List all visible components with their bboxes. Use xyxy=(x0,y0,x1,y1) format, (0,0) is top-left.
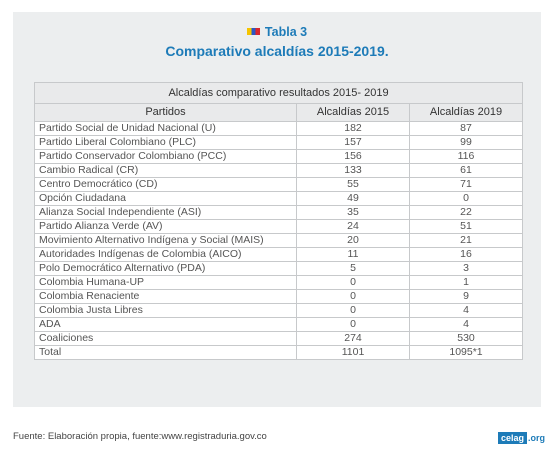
count-2019-cell: 4 xyxy=(408,317,524,332)
count-2015-cell: 24 xyxy=(296,219,410,234)
count-2019-cell: 16 xyxy=(408,247,524,262)
table-title: Comparativo alcaldías 2015-2019. xyxy=(165,43,389,59)
table-number: Tabla 3 xyxy=(264,25,308,39)
party-cell: Colombia Renaciente xyxy=(34,289,297,304)
party-cell: Centro Democrático (CD) xyxy=(34,177,297,192)
count-2019-cell: 4 xyxy=(408,303,524,318)
table-row: Partido Social de Unidad Nacional (U) 182… xyxy=(34,121,524,136)
table-header-row: Partidos Alcaldías 2015 Alcaldías 2019 xyxy=(34,103,524,122)
count-2015-cell: 49 xyxy=(296,191,410,206)
party-cell: Opción Ciudadana xyxy=(34,191,297,206)
count-2015-cell: 156 xyxy=(296,149,410,164)
colombia-flag-icon xyxy=(246,28,260,35)
party-cell: Partido Liberal Colombiano (PLC) xyxy=(34,135,297,150)
party-cell: Polo Democrático Alternativo (PDA) xyxy=(34,261,297,276)
table-row: Total 1101 1095*1 xyxy=(34,345,524,360)
table-row: Partido Conservador Colombiano (PCC) 156 1… xyxy=(34,149,524,164)
party-cell: Total xyxy=(34,345,297,360)
count-2015-cell: 1101 xyxy=(296,345,410,360)
table-row: Partido Liberal Colombiano (PLC) 157 99 xyxy=(34,135,524,150)
count-2015-cell: 157 xyxy=(296,135,410,150)
table-row: Opción Ciudadana 49 0 xyxy=(34,191,524,206)
count-2019-cell: 51 xyxy=(408,219,524,234)
count-2015-cell: 182 xyxy=(296,121,410,136)
table-row: ADA 0 4 xyxy=(34,317,524,332)
table-body: Partido Social de Unidad Nacional (U) 182… xyxy=(34,121,524,360)
table-caption: Alcaldías comparativo resultados 2015- 2… xyxy=(33,82,524,104)
count-2015-cell: 35 xyxy=(296,205,410,220)
count-2019-cell: 87 xyxy=(408,121,524,136)
count-2015-cell: 55 xyxy=(296,177,410,192)
count-2015-cell: 0 xyxy=(296,289,410,304)
table-row: Autoridades Indígenas de Colombia (AICO)… xyxy=(34,247,524,262)
results-table: Alcaldías comparativo resultados 2015- 2… xyxy=(33,82,524,360)
table-row: Cambio Radical (CR) 133 61 xyxy=(34,163,524,178)
column-header-2015: Alcaldías 2015 xyxy=(296,103,410,122)
table-row: Colombia Justa Libres 0 4 xyxy=(34,303,524,318)
party-cell: ADA xyxy=(34,317,297,332)
party-cell: Alianza Social Independiente (ASI) xyxy=(34,205,297,220)
table-row: Polo Democrático Alternativo (PDA) 5 3 xyxy=(34,261,524,276)
table-row: Partido Alianza Verde (AV) 24 51 xyxy=(34,219,524,234)
count-2019-cell: 3 xyxy=(408,261,524,276)
table-row: Colombia Humana-UP 0 1 xyxy=(34,275,524,290)
celag-logo[interactable]: celag .org xyxy=(498,431,545,444)
table-card: Tabla 3 Comparativo alcaldías 2015-2019.… xyxy=(13,12,541,407)
count-2019-cell: 22 xyxy=(408,205,524,220)
party-cell: Coaliciones xyxy=(34,331,297,346)
logo-brand: celag xyxy=(498,431,528,444)
count-2019-cell: 9 xyxy=(408,289,524,304)
count-2015-cell: 5 xyxy=(296,261,410,276)
count-2019-cell: 0 xyxy=(408,191,524,206)
count-2015-cell: 0 xyxy=(296,317,410,332)
count-2015-cell: 20 xyxy=(296,233,410,248)
count-2019-cell: 1095*1 xyxy=(408,345,524,360)
party-cell: Partido Conservador Colombiano (PCC) xyxy=(34,149,297,164)
party-cell: Cambio Radical (CR) xyxy=(34,163,297,178)
count-2015-cell: 0 xyxy=(296,275,410,290)
table-row: Colombia Renaciente 0 9 xyxy=(34,289,524,304)
table-row: Centro Democrático (CD) 55 71 xyxy=(34,177,524,192)
column-header-2019: Alcaldías 2019 xyxy=(408,103,524,122)
table-row: Coaliciones 274 530 xyxy=(34,331,524,346)
table-row: Movimiento Alternativo Indígena y Social… xyxy=(34,233,524,248)
count-2019-cell: 61 xyxy=(408,163,524,178)
count-2015-cell: 133 xyxy=(296,163,410,178)
count-2019-cell: 1 xyxy=(408,275,524,290)
count-2015-cell: 274 xyxy=(296,331,410,346)
count-2015-cell: 11 xyxy=(296,247,410,262)
party-cell: Partido Social de Unidad Nacional (U) xyxy=(34,121,297,136)
party-cell: Colombia Justa Libres xyxy=(34,303,297,318)
count-2019-cell: 71 xyxy=(408,177,524,192)
count-2015-cell: 0 xyxy=(296,303,410,318)
count-2019-cell: 116 xyxy=(408,149,524,164)
party-cell: Autoridades Indígenas de Colombia (AICO) xyxy=(34,247,297,262)
count-2019-cell: 530 xyxy=(408,331,524,346)
table-label: Tabla 3 xyxy=(13,25,541,39)
count-2019-cell: 21 xyxy=(408,233,524,248)
party-cell: Movimiento Alternativo Indígena y Social… xyxy=(34,233,297,248)
source-note: Fuente: Elaboración propia, fuente:www.r… xyxy=(13,431,267,442)
logo-tld: .org xyxy=(528,432,546,443)
count-2019-cell: 99 xyxy=(408,135,524,150)
column-header-party: Partidos xyxy=(34,103,297,122)
party-cell: Colombia Humana-UP xyxy=(34,275,297,290)
table-row: Alianza Social Independiente (ASI) 35 22 xyxy=(34,205,524,220)
party-cell: Partido Alianza Verde (AV) xyxy=(34,219,297,234)
